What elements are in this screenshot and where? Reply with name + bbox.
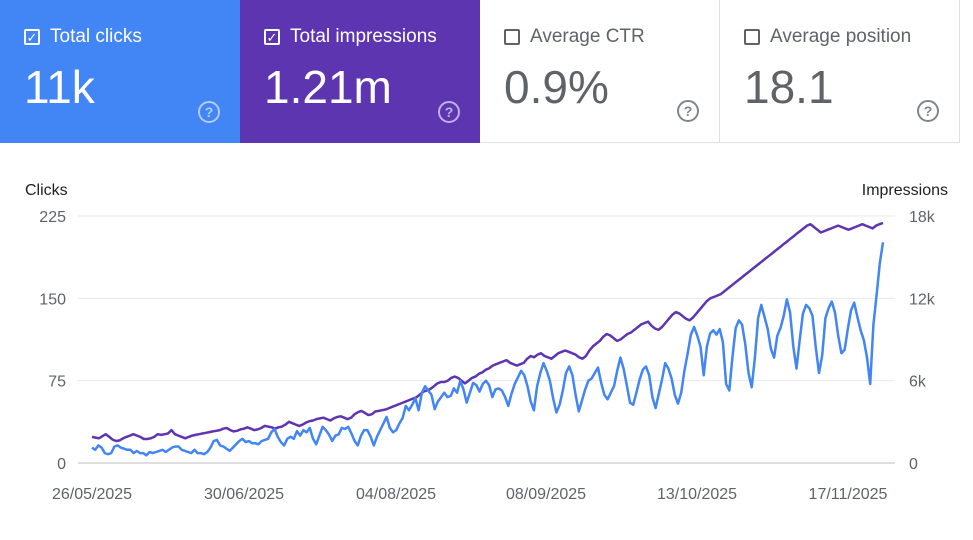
checkbox-unchecked-icon[interactable] <box>504 29 520 45</box>
metric-value: 0.9% <box>504 61 609 113</box>
metric-card-header: Average CTR <box>504 26 645 48</box>
x-tick-label: 26/05/2025 <box>52 486 132 503</box>
x-tick-label: 08/09/2025 <box>506 486 586 503</box>
right-tick-label: 6k <box>909 374 927 391</box>
left-tick-label: 75 <box>48 374 66 391</box>
metric-value: 18.1 <box>744 61 834 113</box>
chart-svg: Clicks Impressions 0 75 150 225 0 6k 12k 18k 2… <box>25 182 948 503</box>
metric-card-header: ✓ Total impressions <box>264 26 437 48</box>
left-tick-label: 0 <box>57 456 66 473</box>
x-axis-ticks: 26/05/2025 30/06/2025 04/08/2025 08/09/2025… <box>52 486 888 503</box>
right-tick-label: 0 <box>909 456 918 473</box>
right-tick-label: 18k <box>909 209 936 226</box>
help-icon[interactable]: ? <box>198 101 220 123</box>
metric-label: Average CTR <box>530 26 645 47</box>
x-tick-label: 17/11/2025 <box>809 486 888 503</box>
left-axis-ticks: 0 75 150 225 <box>39 209 66 473</box>
clicks-series-line <box>91 242 885 457</box>
help-icon[interactable]: ? <box>917 100 939 122</box>
metric-card-average-position[interactable]: Average position 18.1 ? <box>720 0 960 143</box>
help-icon[interactable]: ? <box>438 101 460 123</box>
help-icon[interactable]: ? <box>677 100 699 122</box>
performance-chart: Clicks Impressions 0 75 150 225 0 6k 12k 18k 2… <box>0 143 973 535</box>
metric-value: 1.21m <box>264 61 392 113</box>
metric-card-header: Average position <box>744 26 911 48</box>
checkbox-checked-icon[interactable]: ✓ <box>264 29 280 45</box>
metric-card-total-impressions[interactable]: ✓ Total impressions 1.21m ? <box>240 0 480 143</box>
left-tick-label: 225 <box>39 209 66 226</box>
metric-card-total-clicks[interactable]: ✓ Total clicks 11k ? <box>0 0 240 143</box>
right-axis-label: Impressions <box>862 182 948 199</box>
metric-value: 11k <box>24 61 95 113</box>
x-tick-label: 30/06/2025 <box>204 486 284 503</box>
right-axis-ticks: 0 6k 12k 18k <box>909 209 936 473</box>
x-tick-label: 13/10/2025 <box>657 486 737 503</box>
x-tick-label: 04/08/2025 <box>356 486 436 503</box>
metric-label: Average position <box>770 26 912 47</box>
checkbox-unchecked-icon[interactable] <box>744 29 760 45</box>
impressions-series-line <box>91 221 884 443</box>
left-tick-label: 150 <box>39 291 66 308</box>
metric-card-header: ✓ Total clicks <box>24 26 142 48</box>
metric-cards: ✓ Total clicks 11k ? ✓ Total impressions… <box>0 0 961 143</box>
right-tick-label: 12k <box>909 291 936 308</box>
left-axis-label: Clicks <box>25 182 68 199</box>
metric-card-average-ctr[interactable]: Average CTR 0.9% ? <box>480 0 720 143</box>
gridlines <box>78 215 895 464</box>
series-lines <box>91 221 885 457</box>
checkbox-checked-icon[interactable]: ✓ <box>24 29 40 45</box>
metric-label: Total clicks <box>50 26 142 47</box>
metric-label: Total impressions <box>290 26 437 47</box>
